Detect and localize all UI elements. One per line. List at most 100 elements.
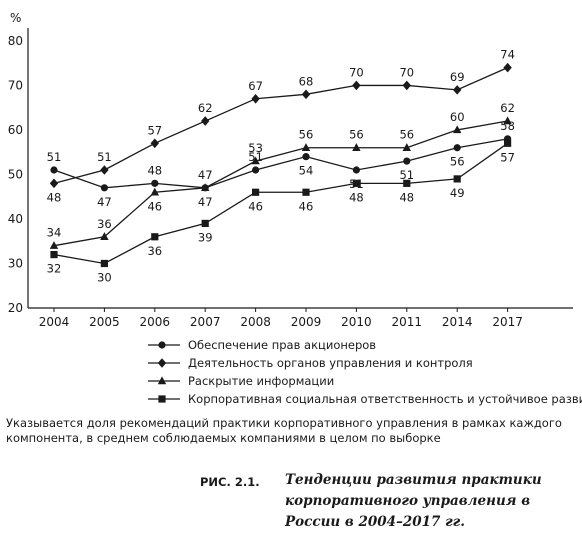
data-label: 56 (299, 128, 314, 142)
series-line (53, 138, 508, 189)
data-label: 70 (399, 65, 414, 79)
data-label: 70 (349, 65, 364, 79)
data-label: 46 (248, 199, 263, 213)
x-tick-label: 2010 (341, 315, 372, 329)
chart-note: Указывается доля рекомендаций практики к… (6, 416, 562, 445)
data-label: 62 (500, 101, 515, 115)
legend-item: Обеспечение прав акционеров (148, 338, 376, 352)
data-label: 48 (399, 190, 414, 204)
data-label: 51 (47, 150, 62, 164)
data-point (402, 143, 411, 151)
legend-label: Корпоративная социальная ответственность… (188, 392, 582, 406)
series-triangle (49, 116, 512, 249)
chart-axes: % 20 30 40 50 60 70 80 2004 2005 2006 2007 2008 2009 2… (8, 11, 573, 329)
data-point (302, 153, 310, 161)
legend-marker (158, 341, 166, 349)
legend-label: Раскрытие информации (188, 374, 334, 388)
series-line (53, 120, 508, 247)
x-tick-label: 2011 (392, 315, 423, 329)
data-point (403, 157, 411, 165)
data-label: 47 (198, 168, 213, 182)
data-label: 68 (299, 74, 314, 88)
x-tick-label: 2007 (190, 315, 221, 329)
data-point (100, 259, 108, 268)
data-label: 60 (450, 110, 465, 124)
data-point (49, 241, 59, 249)
data-label: 51 (97, 150, 112, 164)
series-circle (50, 135, 512, 192)
x-tick-label: 2014 (442, 315, 473, 329)
legend-label: Деятельность органов управления и контро… (188, 356, 473, 370)
data-label: 36 (97, 217, 112, 231)
data-point (100, 184, 108, 192)
data-label: 67 (248, 79, 263, 93)
legend-marker (157, 376, 167, 385)
data-label: 51 (349, 177, 364, 191)
y-tick-label: 30 (8, 256, 23, 270)
x-tick-label: 2009 (291, 315, 322, 329)
data-label: 48 (349, 190, 364, 204)
data-point (252, 188, 260, 196)
data-point (453, 144, 461, 152)
data-point (49, 178, 59, 189)
data-point (352, 179, 360, 187)
data-label: 57 (500, 150, 515, 164)
chart-series (49, 62, 512, 268)
figure-label: РИС. 2.1. (200, 475, 260, 489)
data-label: 74 (500, 48, 515, 62)
data-label: 46 (147, 199, 162, 213)
legend-marker (157, 358, 167, 368)
data-label: 47 (198, 195, 213, 209)
data-label: 56 (450, 155, 465, 169)
y-tick-label: 60 (8, 123, 23, 137)
x-tick-label: 2006 (140, 315, 171, 329)
data-label: 51 (248, 150, 263, 164)
series-line (53, 142, 508, 265)
data-point (201, 219, 209, 228)
chart-legend: Обеспечение прав акционеров Деятельность … (148, 338, 582, 406)
data-label: 56 (399, 128, 414, 142)
data-label: 51 (399, 168, 414, 182)
data-point (201, 183, 210, 192)
data-point (504, 139, 512, 147)
legend-label: Обеспечение прав акционеров (188, 338, 376, 352)
x-tick-label: 2005 (89, 315, 120, 329)
y-tick-label: 40 (8, 212, 23, 226)
line-chart: % 20 30 40 50 60 70 80 2004 2005 2006 2007 2008 2009 2… (8, 11, 582, 406)
figure-caption: Тенденции развития практики корпоративно… (285, 472, 542, 530)
series-line (53, 67, 508, 184)
legend-item: Раскрытие информации (148, 374, 334, 388)
data-label: 62 (198, 101, 213, 115)
data-label: 34 (47, 226, 62, 240)
data-label: 36 (147, 244, 162, 258)
data-label: 47 (97, 195, 112, 209)
data-label: 54 (299, 164, 314, 178)
data-point (453, 125, 462, 134)
data-point (252, 166, 260, 174)
y-tick-label: 50 (8, 167, 23, 181)
data-point (151, 179, 159, 187)
data-point (453, 85, 462, 95)
data-point (352, 166, 360, 174)
data-point (100, 165, 109, 175)
data-point (302, 188, 310, 196)
data-point (251, 93, 260, 104)
y-tick-label: 70 (8, 78, 23, 92)
legend-marker (158, 395, 166, 403)
x-tick-label: 2004 (39, 315, 70, 329)
data-point (301, 89, 311, 100)
data-label: 30 (97, 270, 112, 284)
data-point (503, 62, 512, 73)
data-point (251, 156, 260, 165)
series-diamond (49, 62, 512, 189)
series-square (50, 139, 512, 268)
data-label: 48 (147, 163, 162, 177)
data-label: 56 (349, 128, 364, 142)
data-point (100, 232, 109, 240)
data-label: 32 (47, 262, 62, 276)
legend-item: Деятельность органов управления и контро… (148, 356, 473, 370)
data-point (352, 143, 361, 151)
data-point (301, 143, 311, 151)
data-point (403, 179, 411, 187)
